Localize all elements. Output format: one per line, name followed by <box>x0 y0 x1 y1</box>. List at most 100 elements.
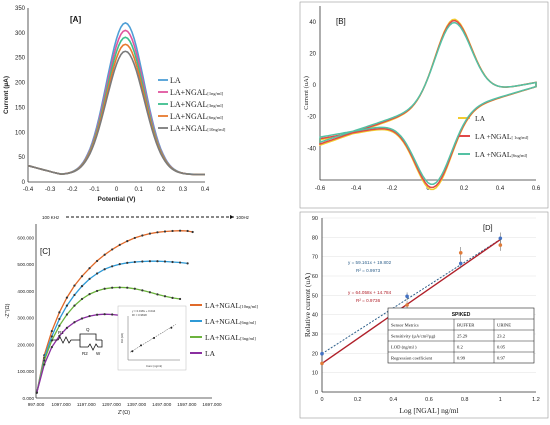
legend-name: LA+NGAL <box>170 112 208 121</box>
data-point <box>405 294 409 299</box>
data-point <box>171 229 174 233</box>
legend-unit: [1ng/ml] <box>207 91 223 96</box>
legend-entry: LA +NGAL[6ug/ml] <box>475 150 528 159</box>
legend-entry: LA <box>205 349 216 358</box>
y-tick-label: 0 <box>313 83 317 89</box>
legend-name: LA <box>170 76 181 85</box>
data-point <box>156 260 159 263</box>
legend-name: LA +NGAL <box>475 150 512 159</box>
legend-unit: [6ng/ml] <box>207 115 223 120</box>
table-cell: LOD (ng/ml ) <box>391 345 417 350</box>
legend-name: LA+NGAL <box>205 333 240 342</box>
data-point <box>118 243 121 246</box>
y-tick-label: 60 <box>312 274 318 280</box>
data-point <box>156 293 159 296</box>
legend-entry: LA+NGAL[10ng/ml] <box>170 124 226 133</box>
y-tick-label: 90 <box>312 216 318 222</box>
legend-name: LA <box>475 114 486 123</box>
legend-unit: [3ng/ml] <box>207 103 223 108</box>
y-tick-label: 100 <box>15 130 26 136</box>
x-tick-label: -0.2 <box>387 186 398 192</box>
data-point <box>141 289 144 292</box>
x-tick-label: 0.8 <box>461 397 469 403</box>
legend-unit: [10ng/ml] <box>240 304 258 309</box>
data-point <box>405 303 409 307</box>
data-point <box>458 251 463 255</box>
data-point <box>88 293 91 296</box>
data-point <box>73 293 76 297</box>
data-point <box>58 324 61 327</box>
x-tick-label: 0 <box>115 187 119 193</box>
data-point <box>73 321 76 324</box>
data-point <box>178 261 182 264</box>
x-tick-label: -0.4 <box>351 186 362 192</box>
legend-name: LA+NGAL <box>170 124 208 133</box>
table-cell: 0.97 <box>497 356 506 361</box>
panel-frame <box>299 1 549 209</box>
legend-entry: LA <box>475 114 486 123</box>
x-axis-label: Potential (V) <box>98 196 136 203</box>
x-tick-label: 1 <box>499 397 502 403</box>
data-point <box>103 287 106 290</box>
data-point <box>126 286 129 289</box>
inset-point <box>140 344 142 347</box>
data-point <box>133 287 136 290</box>
metrics-table <box>387 307 535 364</box>
inset-equation: y = 0.018x + 0.044 <box>132 309 156 313</box>
legend-name: LA+NGAL <box>205 317 240 326</box>
y-tick-label: 200.000 <box>17 342 34 347</box>
data-point <box>148 232 151 235</box>
data-point <box>118 263 121 266</box>
data-point <box>191 230 194 234</box>
chart-c: 997.000 1097.000 1197.000 1297.000 1397.000 1… <box>5 215 259 416</box>
x-tick-label: -0.3 <box>45 187 56 193</box>
fit-equation: y = 59.161x + 19.802 <box>348 260 392 265</box>
chart-d: 0 10 20 30 40 50 60 70 80 90 0 0.2 0.4 0.6 0.8 1 1.2 Log … <box>299 211 549 419</box>
inset-y-label: Rct (kΩ) <box>120 333 124 343</box>
y-axis-label: Current (µA) <box>3 76 10 114</box>
data-point <box>186 229 189 233</box>
data-point <box>148 260 151 263</box>
table-cell: 0.05 <box>497 345 506 350</box>
legend-name: LA +NGAL <box>475 132 512 141</box>
table-header-cell: Sensor Metrics <box>391 323 419 328</box>
inset-x-label: Conc (ng/ml) <box>146 364 162 368</box>
x-tick-label: -0.6 <box>315 186 326 192</box>
data-point <box>95 313 99 316</box>
data-point <box>103 268 106 271</box>
freq-high-label: 100Hz <box>236 215 250 220</box>
x-tick-label: 0.4 <box>390 397 398 403</box>
legend-unit: [6ng/ml] <box>240 320 256 325</box>
data-point <box>88 277 91 280</box>
table-header-cell: URINE <box>497 323 511 328</box>
series-line <box>27 50 205 176</box>
x-axis-label: Log [NGAL] ng/ml <box>399 406 458 415</box>
data-point <box>186 262 189 265</box>
y-tick-label: 20 <box>312 351 318 357</box>
table-cell: Regression coefficient <box>391 356 433 361</box>
table-cell: 25.29 <box>457 334 468 339</box>
legend-entry: LA +NGAL[ 1ug/ml] <box>475 132 529 141</box>
data-point <box>111 313 114 316</box>
data-point <box>156 231 159 234</box>
x-tick-label: 0.2 <box>460 186 469 192</box>
fit-equation: y = 64.058x + 14.784 <box>348 290 392 295</box>
data-point <box>498 243 503 247</box>
panel-frame <box>299 211 549 419</box>
table-cell: 0.99 <box>457 356 466 361</box>
series-loop <box>319 19 537 189</box>
y-tick-label: 20 <box>309 51 316 57</box>
circuit-label: W <box>96 351 101 356</box>
legend-unit: [3ng/ml] <box>240 336 256 341</box>
table-cell: Sensitivity (µA/cm²/µg) <box>391 334 436 339</box>
x-tick-label: 1197.000 <box>77 402 96 407</box>
panel-c: 997.000 1097.000 1197.000 1297.000 1397.000 1… <box>0 210 275 420</box>
arrow-head <box>230 215 234 219</box>
table-title: SPIKED <box>452 312 471 318</box>
x-tick-label: -0.4 <box>23 187 34 193</box>
x-tick-label: 0.3 <box>179 187 188 193</box>
legend-entry: LA+NGAL[1ng/ml] <box>170 88 224 97</box>
data-point <box>111 286 114 289</box>
data-point <box>320 351 324 356</box>
x-tick-label: 1597.000 <box>177 402 197 407</box>
